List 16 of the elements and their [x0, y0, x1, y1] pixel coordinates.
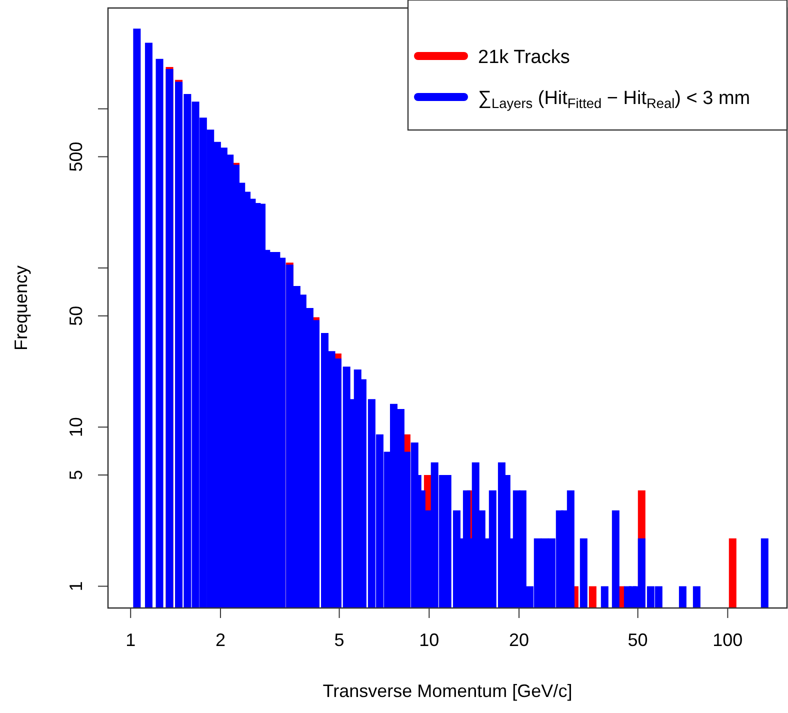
y-tick-label: 50	[66, 306, 86, 326]
legend-label: ∑$_{Layers}$ (Hit$_{Fitted}$ − Hit$_{Real}$) < 3 mm	[478, 88, 750, 112]
y-tick-label: 500	[66, 142, 86, 172]
x-tick-label: 5	[334, 630, 344, 650]
legend-label: 21k Tracks	[478, 47, 570, 68]
x-tick-label: 1	[126, 630, 136, 650]
x-axis-title: Transverse Momentum [GeV/c]	[322, 681, 572, 701]
x-tick-label: 10	[419, 630, 440, 650]
y-tick-label: 5	[66, 470, 86, 480]
y-tick-label: 1	[66, 581, 86, 592]
x-tick-label: 100	[712, 630, 743, 650]
y-axis-title: Frequency	[11, 265, 31, 351]
x-tick-label: 50	[628, 630, 648, 650]
x-tick-label: 2	[215, 630, 226, 650]
y-tick-label: 10	[66, 417, 86, 438]
x-tick-label: 20	[509, 630, 530, 650]
